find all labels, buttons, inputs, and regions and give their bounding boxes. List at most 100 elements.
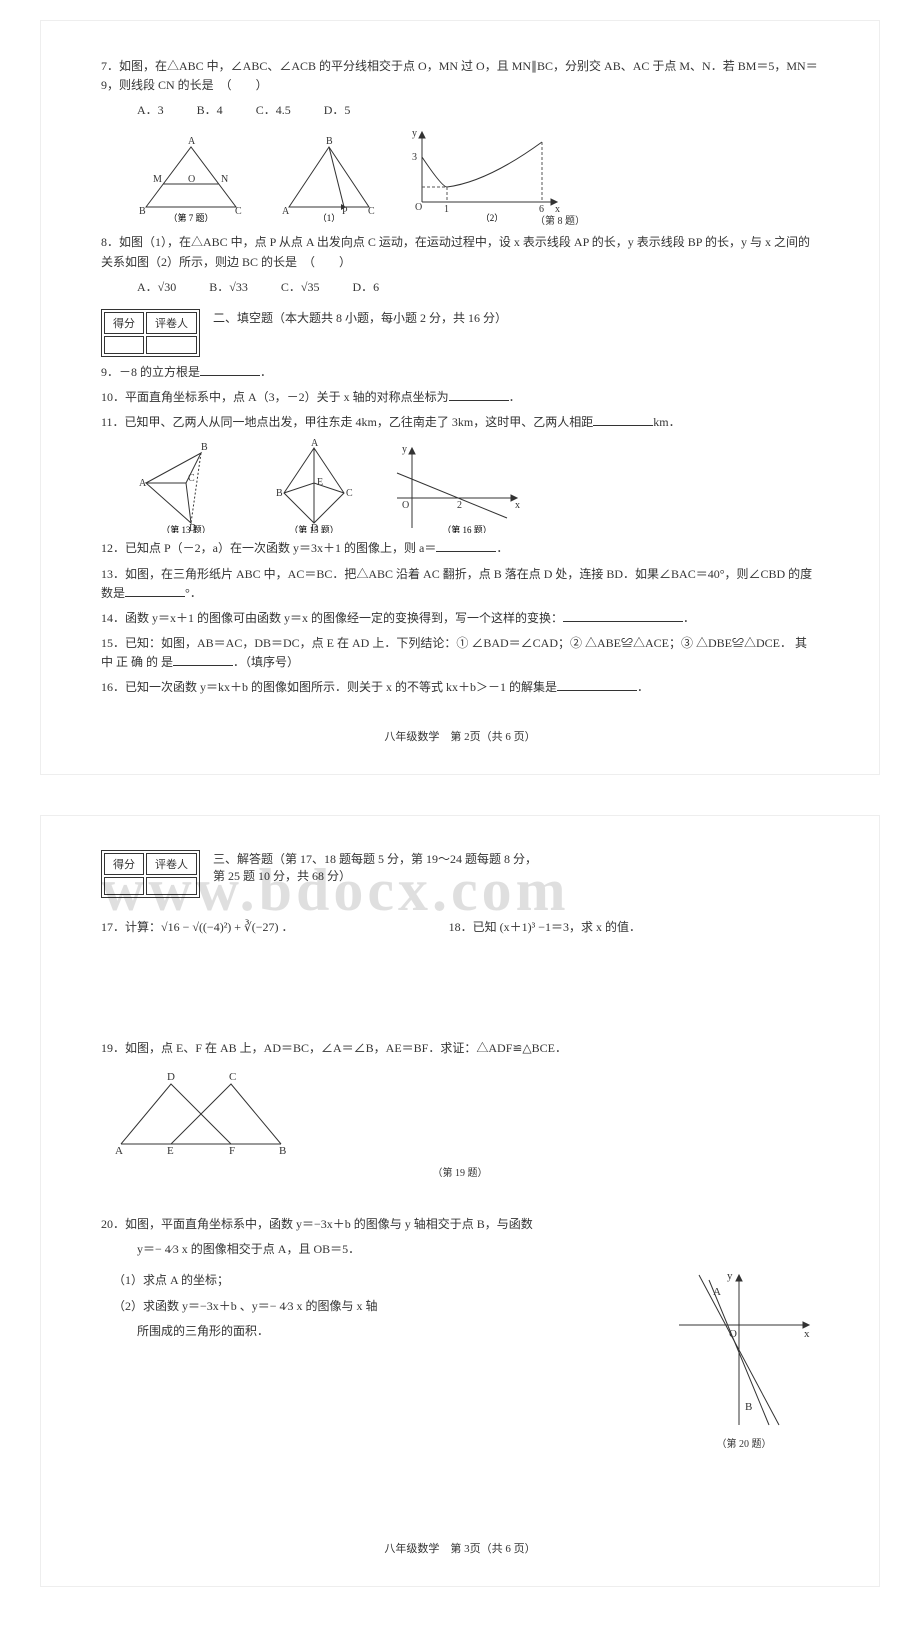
q15-cap: （第 15 题） (289, 524, 339, 533)
score-box-fill: 得分 评卷人 (101, 309, 200, 357)
q7-stem: 7．如图，在△ABC 中，∠ABC、∠ACB 的平分线相交于点 O，MN 过 O… (101, 57, 819, 95)
q9-text: 9．－8 的立方根是 (101, 365, 200, 379)
svg-text:B: B (276, 488, 283, 499)
svg-text:x: x (515, 500, 520, 511)
q16-figure: O2 xy （第 16 题） (387, 438, 527, 533)
q8-stem: 8．如图（1），在△ABC 中，点 P 从点 A 出发向点 C 运动，在运动过程… (101, 233, 819, 271)
svg-text:D: D (167, 1071, 175, 1083)
q13: 13．如图，在三角形纸片 ABC 中，AC＝BC．把△ABC 沿着 AC 翻折，… (101, 565, 819, 603)
footer-p2: 八年级数学 第 2页（共 6 页） (101, 728, 819, 744)
svg-text:B: B (745, 1401, 752, 1413)
q8-cap2: （2） (481, 213, 504, 222)
q20-stem: 20．如图，平面直角坐标系中，函数 y＝−3x＋b 的图像与 y 轴相交于点 B… (101, 1215, 819, 1234)
q20-figure: Ox y A B (669, 1265, 819, 1435)
svg-text:3: 3 (412, 152, 417, 163)
q10: 10．平面直角坐标系中，点 A（3，－2）关于 x 轴的对称点坐标为． (101, 388, 819, 407)
q17: 17．计算：√16 − √((−4)²) + ∛(−27) ． (101, 918, 446, 937)
q13-15-16-figs: ABCD （第 13 题） ABC DE （第 15 题） O2 (131, 438, 819, 533)
q8-options: A．√30 B．√33 C．√35 D．6 (101, 278, 819, 295)
svg-text:N: N (221, 174, 228, 185)
fill-header-row: 得分 评卷人 二、填空题（本大题共 8 小题，每小题 2 分，共 16 分） (101, 309, 819, 357)
solve-h2: 评卷人 (146, 853, 197, 875)
score-box-solve: 得分 评卷人 (101, 850, 200, 898)
svg-text:E: E (317, 477, 323, 488)
q11: 11．已知甲、乙两人从同一地点出发，甲往东走 4km，乙往南走了 3km，这时甲… (101, 413, 819, 432)
q13-cap: （第 13 题） (161, 524, 211, 533)
q20-cap: （第 20 题） (669, 1435, 819, 1450)
svg-text:F: F (229, 1145, 235, 1157)
q14-text: 14．函数 y＝x＋1 的图像可由函数 y＝x 的图像经一定的变换得到，写一个这… (101, 611, 563, 625)
svg-text:M: M (153, 174, 162, 185)
q15: 15．已知：如图，AB＝AC，DB＝DC，点 E 在 AD 上．下列结论：① ∠… (101, 634, 819, 672)
q13-text: 13．如图，在三角形纸片 ABC 中，AC＝BC．把△ABC 沿着 AC 翻折，… (101, 567, 812, 600)
svg-text:E: E (167, 1145, 174, 1157)
svg-text:C: C (235, 206, 242, 217)
q13-suffix: °． (185, 586, 202, 600)
svg-text:x: x (804, 1328, 810, 1340)
q7-figure: ABC MON （第 7 题） (131, 132, 251, 222)
q20-p2a: （2）求函数 y＝−3x＋b 、y＝− 4⁄3 x 的图像与 x 轴 (101, 1297, 669, 1316)
q7-cap: （第 7 题） (168, 212, 213, 222)
svg-text:y: y (727, 1270, 733, 1282)
q7-opt-a: A．3 (137, 101, 164, 118)
q13-figure: ABCD （第 13 题） (131, 438, 241, 533)
svg-text:B: B (201, 442, 208, 453)
q8-opt-b: B．√33 (209, 278, 248, 295)
svg-text:B: B (326, 136, 333, 147)
q17-18-row: 17．计算：√16 − √((−4)²) + ∛(−27) ． 18．已知 (x… (101, 912, 819, 943)
fill-section-title: 二、填空题（本大题共 8 小题，每小题 2 分，共 16 分） (213, 309, 507, 326)
svg-text:A: A (311, 438, 319, 449)
svg-text:A: A (139, 478, 147, 489)
q20-figwrap: Ox y A B （第 20 题） (669, 1265, 819, 1450)
q8-figure-1: BAC P （1） (274, 132, 384, 222)
q7-opt-d: D．5 (324, 101, 351, 118)
q16-cap: （第 16 题） (442, 524, 492, 533)
q18: 18．已知 (x＋1)³ −1＝3，求 x 的值． (449, 918, 794, 937)
q20-stem2: y＝− 4⁄3 x 的图像相交于点 A，且 OB＝5． (101, 1240, 819, 1259)
svg-text:y: y (402, 444, 407, 455)
svg-text:O: O (188, 174, 195, 185)
q20-p2b: 所围成的三角形的面积． (101, 1322, 669, 1341)
q16: 16．已知一次函数 y＝kx＋b 的图像如图所示．则关于 x 的不等式 kx＋b… (101, 678, 819, 697)
q15-figure: ABC DE （第 15 题） (264, 438, 364, 533)
page-3: www.bdocx.com 得分 评卷人 三、解答题（第 17、18 题每题 5… (40, 815, 880, 1588)
solve-h1: 得分 (104, 853, 144, 875)
svg-text:A: A (713, 1286, 721, 1298)
q11-text: 11．已知甲、乙两人从同一地点出发，甲往东走 4km，乙往南走了 3km，这时甲… (101, 415, 593, 429)
q7-opt-b: B．4 (197, 101, 223, 118)
svg-text:1: 1 (444, 204, 449, 215)
q20-p1: （1）求点 A 的坐标； (101, 1271, 669, 1290)
svg-text:O: O (729, 1328, 737, 1340)
q16-text: 16．已知一次函数 y＝kx＋b 的图像如图所示．则关于 x 的不等式 kx＋b… (101, 680, 557, 694)
score-h2: 评卷人 (146, 312, 197, 334)
q7-opt-c: C．4.5 (256, 101, 291, 118)
svg-text:B: B (279, 1145, 286, 1157)
svg-text:A: A (282, 206, 290, 217)
svg-text:O: O (402, 500, 409, 511)
q12: 12．已知点 P（－2，a）在一次函数 y＝3x＋1 的图像上，则 a＝． (101, 539, 819, 558)
solve-header-row: 得分 评卷人 三、解答题（第 17、18 题每题 5 分，第 19～24 题每题… (101, 850, 819, 898)
score-h1: 得分 (104, 312, 144, 334)
svg-text:C: C (188, 473, 195, 484)
q19-cap: （第 19 题） (101, 1164, 819, 1179)
q8-opt-c: C．√35 (281, 278, 320, 295)
q8-opt-d: D．6 (352, 278, 379, 295)
q8-opt-a: A．√30 (137, 278, 176, 295)
q10-text: 10．平面直角坐标系中，点 A（3，－2）关于 x 轴的对称点坐标为 (101, 390, 449, 404)
q8-cap1: （1） (318, 213, 341, 222)
svg-text:A: A (115, 1145, 123, 1157)
q19-figure: DC AE FB (101, 1064, 301, 1164)
svg-text:C: C (346, 488, 353, 499)
q15-suffix: ．（填序号） (233, 655, 299, 669)
q7-q8-figures: ABC MON （第 7 题） BAC P （1） (131, 122, 819, 227)
q11-unit: km． (653, 415, 680, 429)
footer-p3: 八年级数学 第 3页（共 6 页） (101, 1540, 819, 1556)
svg-text:A: A (188, 136, 196, 147)
svg-text:C: C (368, 206, 375, 217)
q14: 14．函数 y＝x＋1 的图像可由函数 y＝x 的图像经一定的变换得到，写一个这… (101, 609, 819, 628)
q12-text: 12．已知点 P（－2，a）在一次函数 y＝3x＋1 的图像上，则 a＝ (101, 541, 436, 555)
q7-options: A．3 B．4 C．4.5 D．5 (101, 101, 819, 118)
q19-stem: 19．如图，点 E、F 在 AB 上，AD＝BC，∠A＝∠B，AE＝BF．求证：… (101, 1039, 819, 1058)
svg-text:y: y (412, 128, 417, 139)
q9: 9．－8 的立方根是． (101, 363, 819, 382)
